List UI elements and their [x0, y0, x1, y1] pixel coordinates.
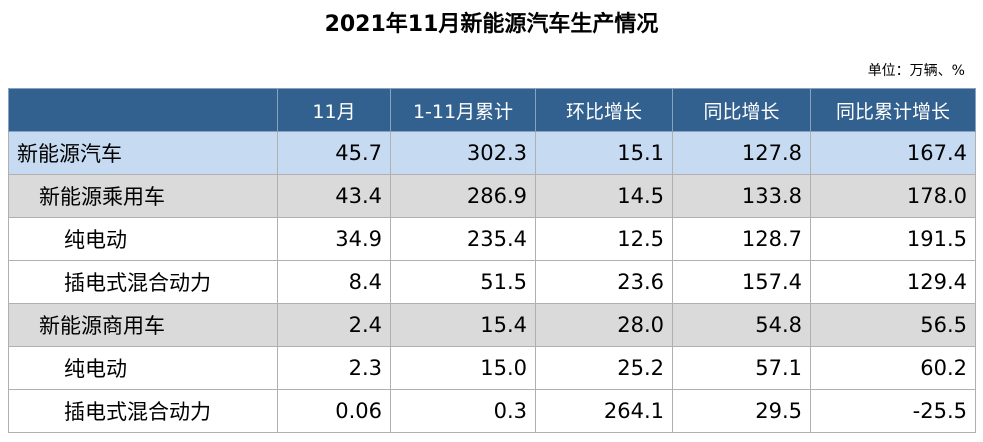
row-label: 插电式混合动力: [8, 389, 278, 433]
cell-value: 128.7: [672, 217, 811, 261]
cell-value: 302.3: [390, 131, 536, 175]
cell-value: 133.8: [672, 174, 811, 218]
cell-value: 51.5: [390, 260, 536, 304]
table-row: 新能源乘用车 43.4 286.9 14.5 133.8 178.0: [8, 174, 976, 218]
cell-value: 286.9: [390, 174, 536, 218]
table-row: 插电式混合动力 0.06 0.3 264.1 29.5 -25.5: [8, 389, 976, 433]
table-row: 插电式混合动力 8.4 51.5 23.6 157.4 129.4: [8, 260, 976, 304]
title: 2021年11月新能源汽车生产情况: [324, 12, 659, 37]
cell-value: 15.1: [535, 131, 673, 175]
header-row: 11月 1-11月累计 环比增长 同比增长 同比累计增长: [8, 88, 976, 132]
cell-value: 0.06: [277, 389, 391, 433]
column-header: 同比增长: [672, 88, 811, 132]
cell-value: 2.4: [277, 303, 391, 347]
cell-value: 54.8: [672, 303, 811, 347]
row-label: 新能源乘用车: [8, 174, 278, 218]
cell-value: 2.3: [277, 346, 391, 390]
corner-cell: [8, 88, 278, 132]
cell-value: 29.5: [672, 389, 811, 433]
cell-value: 34.9: [277, 217, 391, 261]
cell-value: 60.2: [810, 346, 976, 390]
cell-value: 15.4: [390, 303, 536, 347]
row-label: 插电式混合动力: [8, 260, 278, 304]
cell-value: -25.5: [810, 389, 976, 433]
column-header: 环比增长: [535, 88, 673, 132]
cell-value: 43.4: [277, 174, 391, 218]
cell-value: 28.0: [535, 303, 673, 347]
cell-value: 12.5: [535, 217, 673, 261]
table-row: 新能源商用车 2.4 15.4 28.0 54.8 56.5: [8, 303, 976, 347]
table-row: 纯电动 2.3 15.0 25.2 57.1 60.2: [8, 346, 976, 390]
row-label: 纯电动: [8, 346, 278, 390]
cell-value: 56.5: [810, 303, 976, 347]
cell-value: 127.8: [672, 131, 811, 175]
table-row: 新能源汽车 45.7 302.3 15.1 127.8 167.4: [8, 131, 976, 175]
cell-value: 8.4: [277, 260, 391, 304]
data-table: 11月 1-11月累计 环比增长 同比增长 同比累计增长 新能源汽车 45.7 302.3 1…: [8, 88, 976, 433]
cell-value: 45.7: [277, 131, 391, 175]
cell-value: 191.5: [810, 217, 976, 261]
unit-note: 单位：万辆、%: [867, 63, 965, 79]
cell-value: 178.0: [810, 174, 976, 218]
cell-value: 264.1: [535, 389, 673, 433]
table-row: 纯电动 34.9 235.4 12.5 128.7 191.5: [8, 217, 976, 261]
cell-value: 57.1: [672, 346, 811, 390]
cell-value: 129.4: [810, 260, 976, 304]
cell-value: 15.0: [390, 346, 536, 390]
cell-value: 14.5: [535, 174, 673, 218]
cell-value: 157.4: [672, 260, 811, 304]
row-label: 新能源商用车: [8, 303, 278, 347]
cell-value: 167.4: [810, 131, 976, 175]
cell-value: 25.2: [535, 346, 673, 390]
cell-value: 235.4: [390, 217, 536, 261]
column-header: 同比累计增长: [810, 88, 976, 132]
column-header: 11月: [277, 88, 391, 132]
cell-value: 23.6: [535, 260, 673, 304]
cell-value: 0.3: [390, 389, 536, 433]
row-label: 新能源汽车: [8, 131, 278, 175]
column-header: 1-11月累计: [390, 88, 536, 132]
row-label: 纯电动: [8, 217, 278, 261]
